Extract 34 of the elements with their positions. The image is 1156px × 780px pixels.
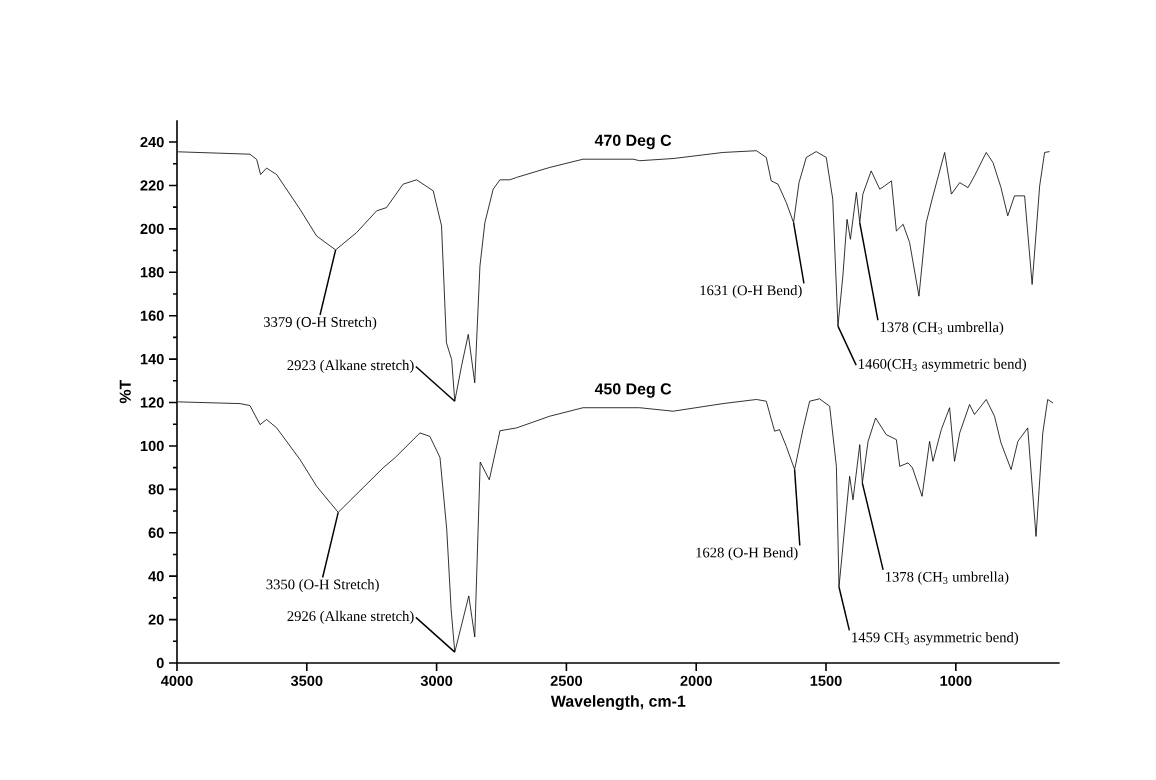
annotation: 1628 (O-H Bend) bbox=[696, 547, 798, 561]
x-tick-label: 2000 bbox=[680, 675, 712, 687]
y-tick-label: 240 bbox=[140, 136, 164, 148]
y-tick-label: 160 bbox=[140, 310, 164, 321]
y-tick-label: 20 bbox=[148, 614, 164, 625]
y-tick-label: 0 bbox=[156, 657, 164, 669]
annotation: 3379 (O-H Stretch) bbox=[263, 316, 377, 330]
annotation: 2926 (Alkane stretch) bbox=[287, 610, 414, 625]
x-tick-label: 1500 bbox=[810, 675, 842, 687]
x-tick-label: 1000 bbox=[940, 675, 972, 687]
annotation: 1460(CH$_{3}$ asymmetric bend) bbox=[859, 358, 1026, 372]
y-tick-label: 200 bbox=[140, 223, 164, 235]
y-axis-title: %T bbox=[119, 379, 131, 404]
y-tick-label: 140 bbox=[140, 353, 164, 365]
x-tick-label: 3500 bbox=[290, 675, 323, 687]
y-tick-label: 40 bbox=[148, 571, 164, 582]
x-tick-label: 3000 bbox=[420, 675, 453, 687]
annotation: 2923 (Alkane stretch) bbox=[287, 359, 414, 374]
y-tick-label: 80 bbox=[148, 484, 164, 495]
series-label: 450 Deg C bbox=[594, 383, 672, 398]
x-tick-label: 2500 bbox=[550, 675, 583, 687]
annotation: 1459 CH$_{3}$ asymmetric bend) bbox=[852, 632, 1019, 646]
annotation: 1378 (CH$_{3}$ umbrella) bbox=[880, 321, 1004, 336]
x-tick-label: 4000 bbox=[160, 675, 193, 687]
y-tick-label: 120 bbox=[140, 397, 164, 408]
annotation: 1378 (CH$_{3}$ umbrella) bbox=[886, 571, 1009, 585]
y-tick-label: 100 bbox=[140, 440, 164, 452]
y-tick-label: 220 bbox=[140, 180, 164, 191]
y-tick-label: 60 bbox=[148, 527, 164, 538]
series-label: 470 Deg C bbox=[594, 134, 672, 150]
annotation: 1631 (O-H Bend) bbox=[700, 284, 802, 299]
x-axis-title: Wavelength, cm-1 bbox=[550, 695, 686, 711]
annotation: 3350 (O-H Stretch) bbox=[266, 579, 379, 593]
y-tick-label: 180 bbox=[140, 267, 164, 278]
